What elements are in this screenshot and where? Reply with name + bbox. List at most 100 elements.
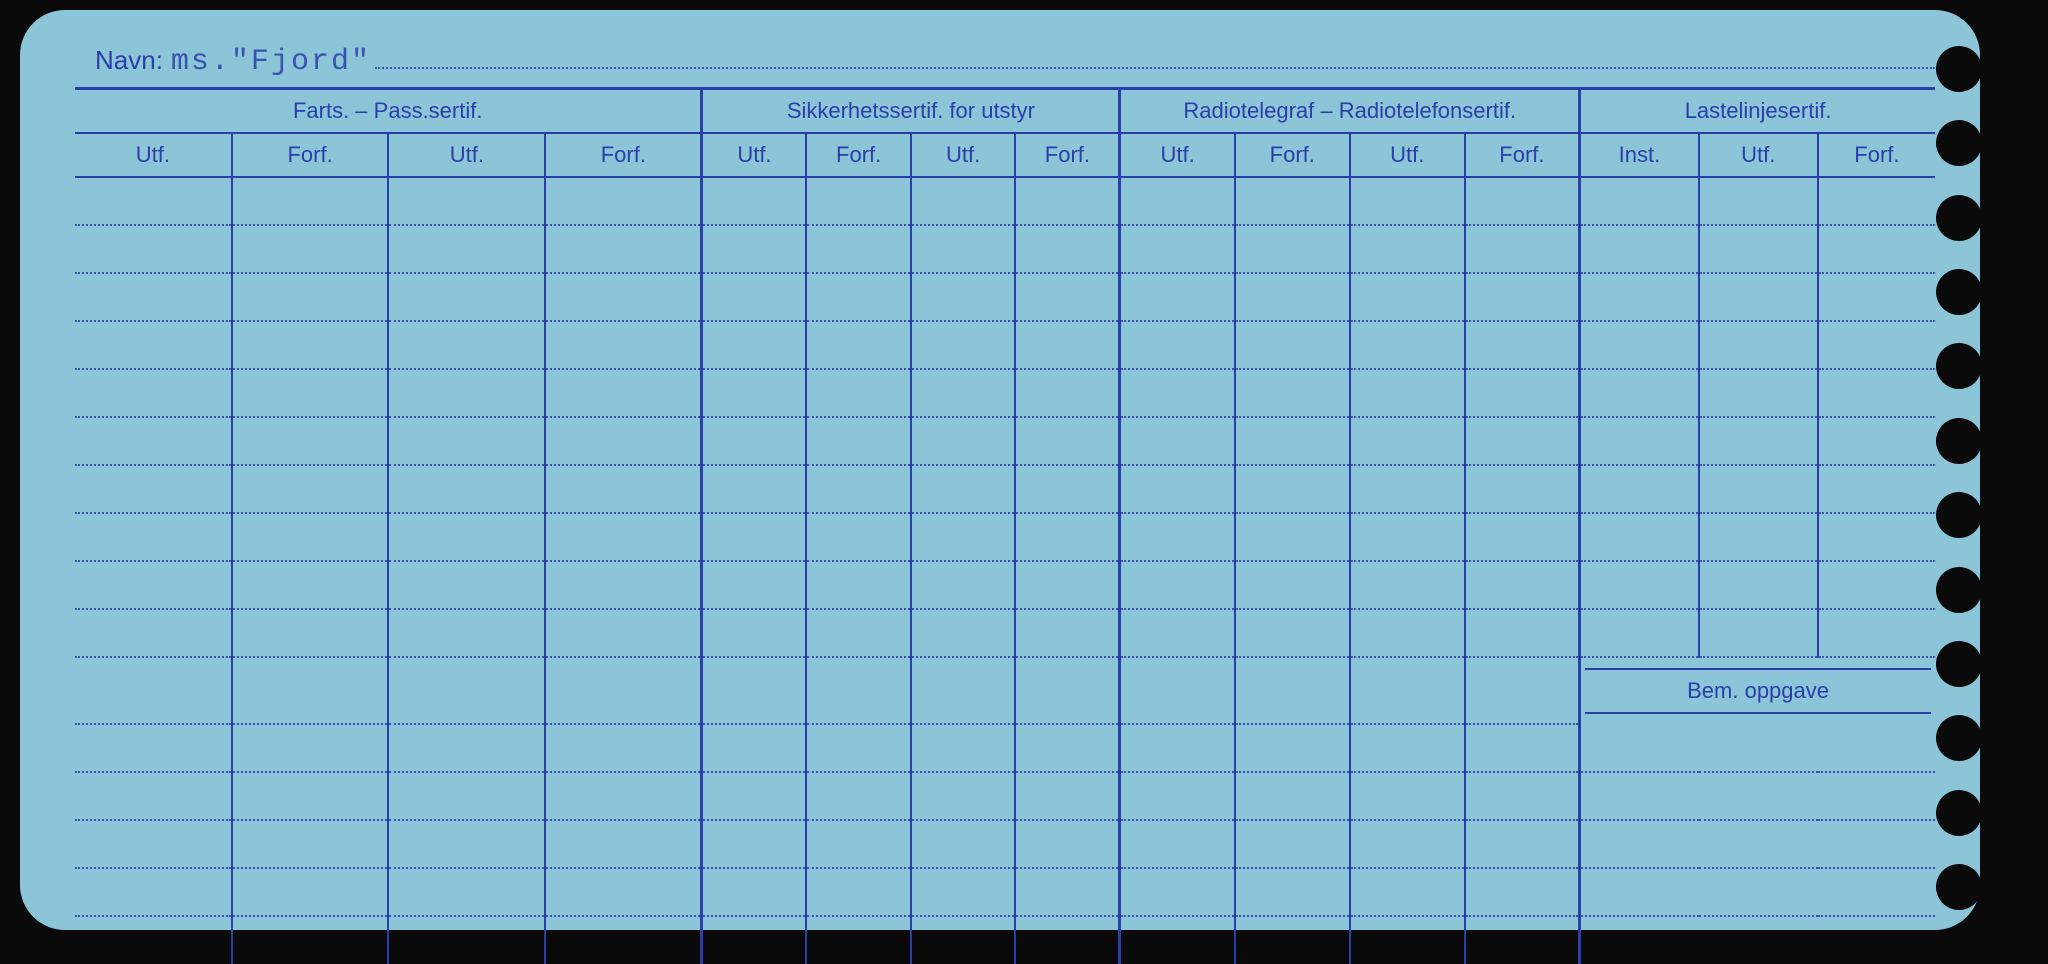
cell xyxy=(232,657,389,724)
cell xyxy=(75,916,232,964)
cell xyxy=(1580,273,1699,321)
cell xyxy=(232,225,389,273)
cell xyxy=(545,369,702,417)
cell xyxy=(806,513,910,561)
table-row xyxy=(75,820,1935,868)
punch-hole xyxy=(1936,864,1982,910)
cell xyxy=(1120,609,1235,657)
group-farts-pass: Farts. – Pass.sertif. xyxy=(75,90,702,133)
cell xyxy=(1818,513,1935,561)
cell xyxy=(232,561,389,609)
cell xyxy=(1465,561,1580,609)
cell xyxy=(388,916,545,964)
cell xyxy=(545,513,702,561)
col-forf: Forf. xyxy=(1235,133,1350,177)
cell xyxy=(1699,561,1818,609)
cell xyxy=(1465,273,1580,321)
cell xyxy=(702,820,806,868)
punch-hole xyxy=(1936,641,1982,687)
cell xyxy=(1818,609,1935,657)
cell xyxy=(1235,465,1350,513)
cell xyxy=(1580,321,1699,369)
cell xyxy=(75,513,232,561)
cell xyxy=(1235,273,1350,321)
cell xyxy=(1465,916,1580,964)
cell xyxy=(1580,609,1699,657)
cell xyxy=(911,724,1015,772)
cell xyxy=(806,225,910,273)
cell xyxy=(545,772,702,820)
cell xyxy=(1465,609,1580,657)
cell xyxy=(1015,321,1119,369)
cell xyxy=(1699,417,1818,465)
cell xyxy=(545,321,702,369)
table-row xyxy=(75,513,1935,561)
cell xyxy=(806,868,910,916)
cell xyxy=(1350,820,1465,868)
table-row xyxy=(75,561,1935,609)
cell xyxy=(911,177,1015,225)
cell xyxy=(1350,868,1465,916)
cell: Bem. oppgave xyxy=(1580,657,1935,724)
cell xyxy=(1120,561,1235,609)
cell xyxy=(75,417,232,465)
cell xyxy=(1120,724,1235,772)
cell xyxy=(232,273,389,321)
cell xyxy=(545,177,702,225)
punch-hole xyxy=(1936,790,1982,836)
cell xyxy=(1120,177,1235,225)
cell xyxy=(1015,820,1119,868)
cell xyxy=(806,273,910,321)
cell xyxy=(1580,724,1935,772)
cell xyxy=(1350,321,1465,369)
cell xyxy=(1015,657,1119,724)
cell xyxy=(806,177,910,225)
cell xyxy=(388,465,545,513)
cell xyxy=(911,465,1015,513)
cell xyxy=(75,772,232,820)
cell xyxy=(75,561,232,609)
cell xyxy=(75,273,232,321)
table-row xyxy=(75,225,1935,273)
cell xyxy=(232,369,389,417)
cell xyxy=(232,513,389,561)
cell xyxy=(1235,369,1350,417)
cell xyxy=(1465,465,1580,513)
group-sikkerhet: Sikkerhetssertif. for utstyr xyxy=(702,90,1120,133)
cell xyxy=(1818,417,1935,465)
cell xyxy=(1235,916,1350,964)
cell xyxy=(806,369,910,417)
punch-hole xyxy=(1936,418,1982,464)
cell xyxy=(1235,417,1350,465)
cell xyxy=(545,657,702,724)
cell xyxy=(1699,609,1818,657)
cell xyxy=(1015,465,1119,513)
cell xyxy=(806,657,910,724)
cell xyxy=(232,465,389,513)
cell xyxy=(1120,417,1235,465)
cell xyxy=(911,657,1015,724)
cell xyxy=(388,225,545,273)
cell xyxy=(1235,321,1350,369)
cell xyxy=(1120,868,1235,916)
cell xyxy=(1350,225,1465,273)
table-row xyxy=(75,321,1935,369)
navn-row: Navn: ms."Fjord" xyxy=(75,40,1935,79)
cell xyxy=(806,465,910,513)
cell xyxy=(1580,513,1699,561)
cell xyxy=(1350,657,1465,724)
group-radio: Radiotelegraf – Radiotelefonsertif. xyxy=(1120,90,1580,133)
cell xyxy=(1235,225,1350,273)
table-row xyxy=(75,724,1935,772)
cell xyxy=(1818,321,1935,369)
cell xyxy=(232,177,389,225)
cell xyxy=(1120,321,1235,369)
cell xyxy=(1015,868,1119,916)
cell xyxy=(1350,561,1465,609)
cell xyxy=(911,225,1015,273)
cell xyxy=(1465,868,1580,916)
cell xyxy=(75,868,232,916)
cell xyxy=(1465,417,1580,465)
punch-holes xyxy=(1928,38,1982,918)
table-row xyxy=(75,868,1935,916)
